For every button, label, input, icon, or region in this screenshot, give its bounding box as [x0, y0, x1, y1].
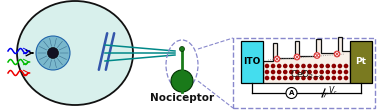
- Circle shape: [332, 64, 336, 68]
- Circle shape: [265, 64, 269, 68]
- Circle shape: [277, 70, 282, 74]
- Circle shape: [295, 64, 300, 68]
- Circle shape: [277, 76, 282, 80]
- Circle shape: [338, 64, 342, 68]
- Circle shape: [319, 76, 324, 80]
- Circle shape: [271, 76, 276, 80]
- Circle shape: [180, 47, 184, 52]
- Circle shape: [313, 64, 318, 68]
- Circle shape: [283, 64, 288, 68]
- Text: ITO: ITO: [243, 57, 261, 66]
- Circle shape: [313, 70, 318, 74]
- Circle shape: [344, 70, 348, 74]
- Circle shape: [289, 64, 294, 68]
- Circle shape: [314, 53, 320, 58]
- Circle shape: [332, 70, 336, 74]
- Circle shape: [283, 70, 288, 74]
- Circle shape: [301, 76, 306, 80]
- Circle shape: [171, 70, 193, 92]
- Circle shape: [295, 70, 300, 74]
- Bar: [241, 41, 263, 83]
- Circle shape: [283, 76, 288, 80]
- Circle shape: [344, 76, 348, 80]
- Circle shape: [325, 70, 330, 74]
- Circle shape: [338, 76, 342, 80]
- Circle shape: [344, 64, 348, 68]
- Circle shape: [332, 76, 336, 80]
- Circle shape: [313, 76, 318, 80]
- Circle shape: [265, 76, 269, 80]
- Circle shape: [338, 70, 342, 74]
- Circle shape: [325, 76, 330, 80]
- Circle shape: [289, 76, 294, 80]
- Circle shape: [334, 51, 340, 57]
- Circle shape: [294, 54, 300, 60]
- Circle shape: [289, 70, 294, 74]
- Circle shape: [319, 70, 324, 74]
- Text: $V_r$: $V_r$: [328, 85, 338, 97]
- Ellipse shape: [17, 1, 133, 105]
- Text: Nociceptor: Nociceptor: [150, 93, 214, 103]
- Circle shape: [307, 76, 312, 80]
- Text: A: A: [289, 90, 294, 96]
- Circle shape: [325, 64, 330, 68]
- Polygon shape: [263, 37, 350, 83]
- Circle shape: [265, 70, 269, 74]
- Circle shape: [301, 64, 306, 68]
- Circle shape: [307, 70, 312, 74]
- Circle shape: [307, 64, 312, 68]
- Circle shape: [319, 64, 324, 68]
- Circle shape: [271, 70, 276, 74]
- Text: Pt: Pt: [355, 57, 367, 66]
- Circle shape: [274, 56, 280, 62]
- Bar: [350, 41, 372, 83]
- Circle shape: [277, 64, 282, 68]
- Circle shape: [36, 36, 70, 70]
- Circle shape: [295, 76, 300, 80]
- Text: $\mathregular{CeO_{2\mathrm{-}x}}$: $\mathregular{CeO_{2\mathrm{-}x}}$: [290, 69, 324, 81]
- Circle shape: [271, 64, 276, 68]
- Circle shape: [286, 87, 297, 98]
- Circle shape: [48, 48, 59, 58]
- Circle shape: [301, 70, 306, 74]
